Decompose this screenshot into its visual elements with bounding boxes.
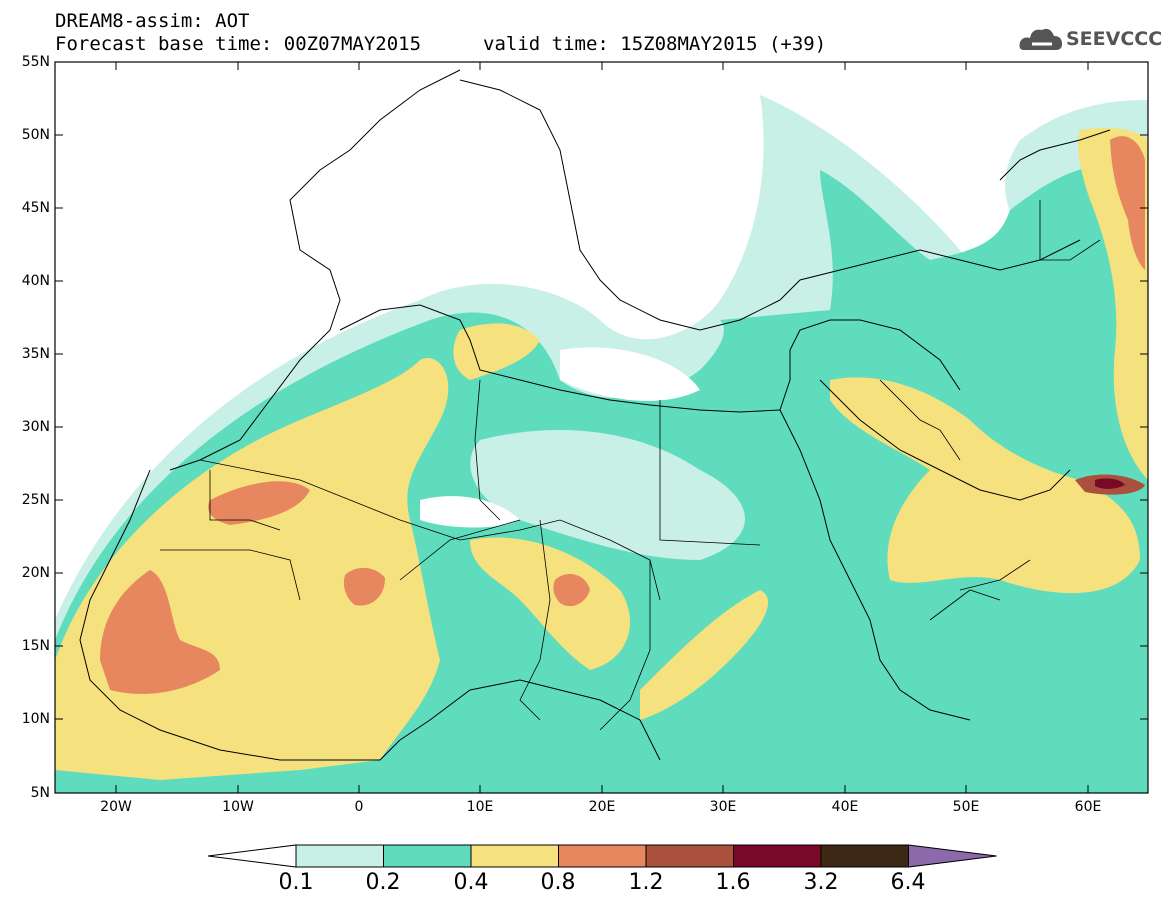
lat-label: 50N: [21, 127, 50, 143]
colorbar-label: 1.2: [628, 870, 664, 895]
colorbar-max-arrow: [908, 844, 997, 868]
logo-text: SEEVCCC: [1066, 28, 1163, 50]
aot-band-0.8: [208, 481, 310, 525]
colorbar-swatch: [470, 844, 559, 868]
lon-label: 60E: [1074, 799, 1102, 815]
lat-label: 30N: [21, 419, 50, 435]
colorbar-label: 1.6: [715, 870, 751, 895]
lat-ticks: [55, 61, 1148, 720]
lon-label: 20E: [588, 799, 616, 815]
lat-label: 40N: [21, 273, 50, 289]
coastlines: [79, 69, 1111, 761]
colorbar-label: 0.2: [365, 870, 401, 895]
aot-band-0.4: [470, 537, 630, 670]
lon-label: 40E: [831, 799, 859, 815]
aot-clear-patch: [470, 430, 745, 560]
lat-label: 10N: [21, 711, 50, 727]
lat-label: 20N: [21, 565, 50, 581]
colorbar-label: 0.1: [278, 870, 314, 895]
lat-label: 35N: [21, 346, 50, 362]
colorbar-swatch: [645, 844, 734, 868]
lat-label: 55N: [21, 54, 50, 70]
colorbar-swatch: [820, 844, 909, 868]
aot-band-0.4: [640, 590, 769, 720]
forecast-base-time: Forecast base time: 00Z07MAY2015: [55, 33, 422, 55]
lon-label: 20W: [100, 799, 132, 815]
aot-band-0.8: [553, 574, 590, 607]
map-title: DREAM8-assim: AOT: [55, 10, 250, 32]
lat-label: 25N: [21, 492, 50, 508]
lat-label: 45N: [21, 200, 50, 216]
lat-label: 15N: [21, 638, 50, 654]
colorbar-min-arrow: [207, 844, 297, 868]
aot-band-0.4: [453, 323, 540, 380]
colorbar-label: 3.2: [803, 870, 839, 895]
lat-label: 5N: [30, 785, 50, 801]
lon-ticks: [115, 62, 1089, 793]
colorbar-swatch: [295, 844, 384, 868]
colorbar-swatch: [383, 844, 472, 868]
lon-label: 30E: [709, 799, 737, 815]
aot-band-0.8: [1110, 136, 1145, 270]
colorbar-label: 6.4: [890, 870, 926, 895]
lon-label: 50E: [952, 799, 980, 815]
aot-band-0.4: [830, 377, 1140, 594]
aot-clear-patch: [420, 496, 520, 528]
colorbar-label: 0.8: [540, 870, 576, 895]
colorbar-swatch: [558, 844, 647, 868]
aot-clear-patch: [560, 347, 700, 401]
aot-band-1.6: [1095, 478, 1125, 489]
lon-label: 10W: [222, 799, 254, 815]
aot-band-0.8: [100, 570, 220, 694]
aot-shading: [55, 95, 1148, 793]
borders: [160, 200, 1101, 731]
colorbar: [207, 844, 997, 868]
lon-label: 10E: [466, 799, 494, 815]
aot-band-0.8: [343, 567, 385, 606]
colorbar-label: 0.4: [453, 870, 489, 895]
colorbar-swatch: [733, 844, 822, 868]
cloud-icon: [1019, 28, 1062, 50]
valid-time: valid time: 15Z08MAY2015 (+39): [483, 33, 827, 55]
lon-label: 0: [354, 799, 364, 815]
